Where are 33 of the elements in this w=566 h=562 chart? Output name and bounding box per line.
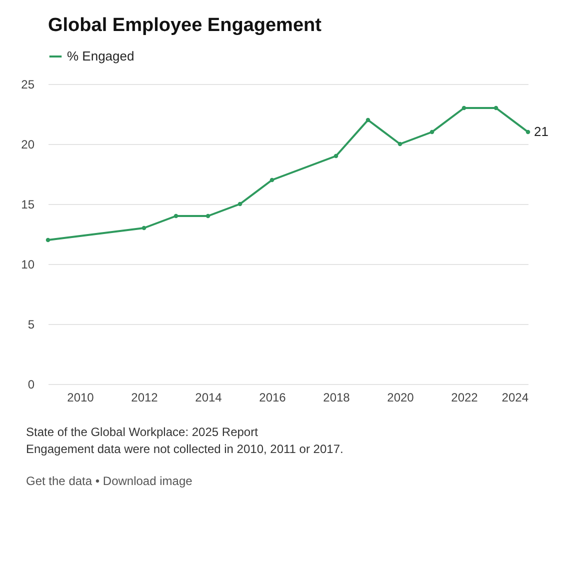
point	[462, 106, 466, 110]
x-tick-label: 2010	[67, 390, 94, 404]
text: State of the Global Workplace: 2025 Report	[26, 425, 259, 439]
point	[206, 214, 210, 218]
x-tick-label: 2024	[502, 390, 529, 404]
data-label: 21	[534, 124, 548, 139]
chart-title: Global Employee Engagement	[48, 15, 322, 36]
point	[174, 214, 178, 218]
x-tick-label: 2016	[259, 390, 286, 404]
x-tick-label: 2018	[323, 390, 350, 404]
point	[366, 118, 370, 122]
x-tick-label: 2014	[195, 390, 222, 404]
y-tick-label: 25	[21, 78, 35, 92]
y-tick-label: 20	[21, 138, 35, 152]
y-tick-label: 0	[28, 378, 35, 392]
point	[430, 130, 434, 134]
x-tick-label: 2012	[131, 390, 158, 404]
text: Engagement data were not collected in 2010, 2011 or 2017.	[26, 442, 344, 456]
y-tick-label: 15	[21, 198, 35, 212]
x-tick-label: 2022	[451, 390, 478, 404]
y-tick-label: 10	[21, 258, 35, 272]
y-tick-label: 5	[28, 318, 35, 332]
point	[46, 238, 50, 242]
point	[334, 154, 338, 158]
point	[238, 202, 242, 206]
text: Get the data • Download image	[26, 474, 194, 488]
x-tick-label: 2020	[387, 390, 414, 404]
point	[270, 178, 274, 182]
point	[398, 142, 402, 146]
point	[526, 130, 530, 134]
legend-label: % Engaged	[67, 48, 134, 64]
point	[142, 226, 146, 230]
point	[494, 106, 498, 110]
